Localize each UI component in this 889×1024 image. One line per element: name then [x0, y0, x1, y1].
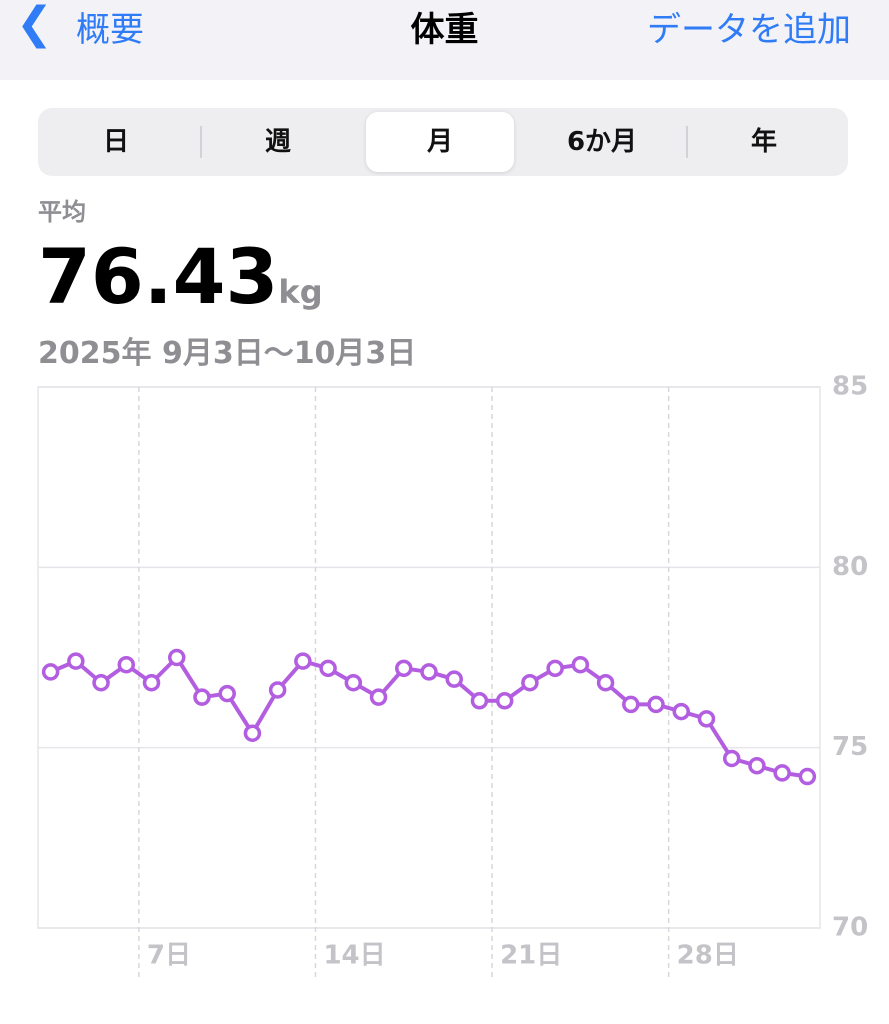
weight-point — [344, 673, 363, 692]
weight-point — [470, 692, 489, 710]
weight-point — [622, 695, 640, 714]
weight-point — [773, 764, 791, 782]
add-data-button[interactable]: データを追加 — [647, 10, 851, 50]
weight-point — [67, 652, 85, 670]
segment[interactable]: 週 — [264, 127, 291, 157]
separator — [200, 126, 202, 158]
back-chevron[interactable]: ❮ — [16, 0, 53, 49]
x-tick-label: 28日 — [677, 941, 739, 971]
nav-title: 体重 — [410, 10, 479, 50]
weight-point — [395, 659, 413, 678]
avg-number: 76.43 — [38, 232, 279, 321]
y-tick-label: 70 — [832, 913, 868, 943]
weight-point — [294, 652, 312, 670]
weight-point — [218, 684, 236, 703]
y-tick-label: 85 — [832, 372, 868, 402]
segment[interactable]: 6か月 — [566, 127, 638, 157]
avg-value: 76.43kg — [38, 232, 323, 343]
avg-label: 平均 — [38, 198, 86, 226]
avg-unit: kg — [278, 273, 323, 311]
weight-point — [142, 673, 161, 692]
back-button[interactable]: 概要 — [76, 10, 144, 50]
weight-point — [521, 673, 539, 692]
date-range: 2025年 9月3日〜10月3日 — [38, 336, 417, 371]
weight-point — [117, 655, 136, 674]
weight-point — [697, 710, 716, 728]
weight-point — [571, 655, 590, 674]
separator — [686, 126, 688, 158]
weight-point — [722, 749, 741, 768]
weight-point — [546, 659, 564, 678]
weight-point — [41, 663, 60, 681]
plot-frame — [37, 386, 821, 929]
chart: 70 75 80 85 7日 14日 21日 28日 — [37, 372, 868, 978]
weight-point — [92, 673, 110, 692]
weight-point — [647, 695, 665, 714]
weight-point — [319, 659, 337, 678]
weight-point — [445, 670, 463, 688]
weight-point — [672, 702, 691, 721]
weight-point — [420, 663, 438, 681]
x-tick-label: 7日 — [147, 941, 191, 971]
weight-point — [798, 767, 817, 786]
segment[interactable]: 年 — [750, 127, 777, 157]
weight-point — [243, 724, 262, 742]
weight-point — [369, 688, 388, 706]
y-tick-label: 80 — [832, 552, 868, 582]
segment[interactable]: 月 — [366, 112, 514, 172]
weight-point — [748, 756, 766, 775]
weight-point — [193, 688, 211, 706]
nav-bar: ❮ 概要 体重 データを追加 — [0, 0, 889, 80]
y-tick-label: 75 — [832, 732, 868, 762]
weight-point — [167, 648, 186, 667]
weight-point — [495, 692, 514, 710]
segmented-control: 日 週 月 6か月 年 — [38, 108, 848, 176]
x-tick-label: 21日 — [500, 941, 562, 971]
weight-point — [596, 673, 615, 692]
segment[interactable]: 日 — [102, 127, 129, 157]
x-tick-label: 14日 — [323, 941, 385, 971]
weight-point — [268, 681, 287, 699]
